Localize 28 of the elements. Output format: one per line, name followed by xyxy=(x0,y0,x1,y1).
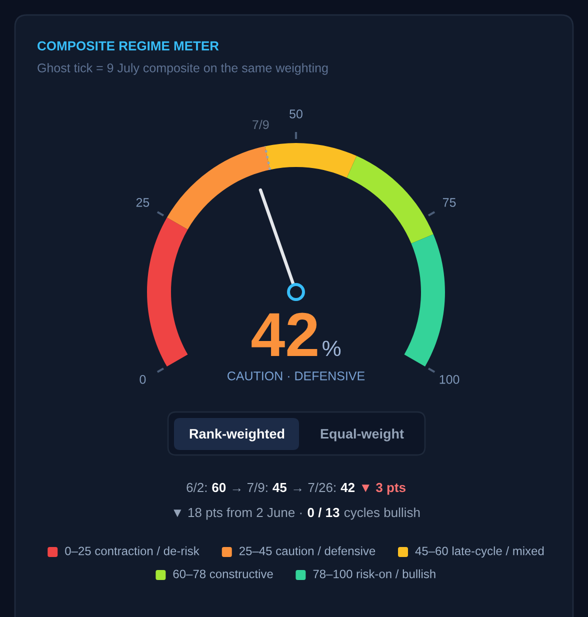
legend-label: 25–45 caution / defensive xyxy=(239,546,376,556)
text: 50 xyxy=(290,110,302,118)
legend-label: 45–60 late-cycle / mixed xyxy=(415,546,544,558)
legend-label: 60–78 constructive xyxy=(173,569,273,578)
text: cycles bullish xyxy=(344,508,420,520)
text: 60 xyxy=(212,482,226,492)
text: 45 xyxy=(272,483,287,492)
text: ▼ 18 pts from 2 June · xyxy=(174,508,302,520)
text: → 7/9: xyxy=(232,482,268,492)
text: 6/2: xyxy=(186,482,207,492)
text: 25 xyxy=(136,198,150,207)
text: 42 xyxy=(340,482,354,492)
text: 0 xyxy=(140,375,146,384)
text: ▼ 3 pts xyxy=(362,482,406,495)
text: 42 xyxy=(252,312,318,356)
text: Equal-weight xyxy=(320,428,404,442)
text: 0 / 13 xyxy=(308,508,340,518)
text: CAUTION · DEFENSIVE xyxy=(228,372,365,380)
legend-label: 0–25 contraction / de-risk xyxy=(65,546,200,556)
chart-subtitle: Ghost tick = 9 July composite on the same weighting xyxy=(38,63,328,75)
legend-label: 78–100 risk-on / bullish xyxy=(313,569,436,578)
text: → 7/26: xyxy=(294,482,336,492)
text: 100 xyxy=(440,375,460,384)
chart-title: COMPOSITE REGIME METER xyxy=(38,41,219,50)
text: Rank-weighted xyxy=(190,428,284,442)
text: 75 xyxy=(442,198,456,207)
text: 7/9 xyxy=(252,120,269,130)
text: % xyxy=(322,340,341,356)
